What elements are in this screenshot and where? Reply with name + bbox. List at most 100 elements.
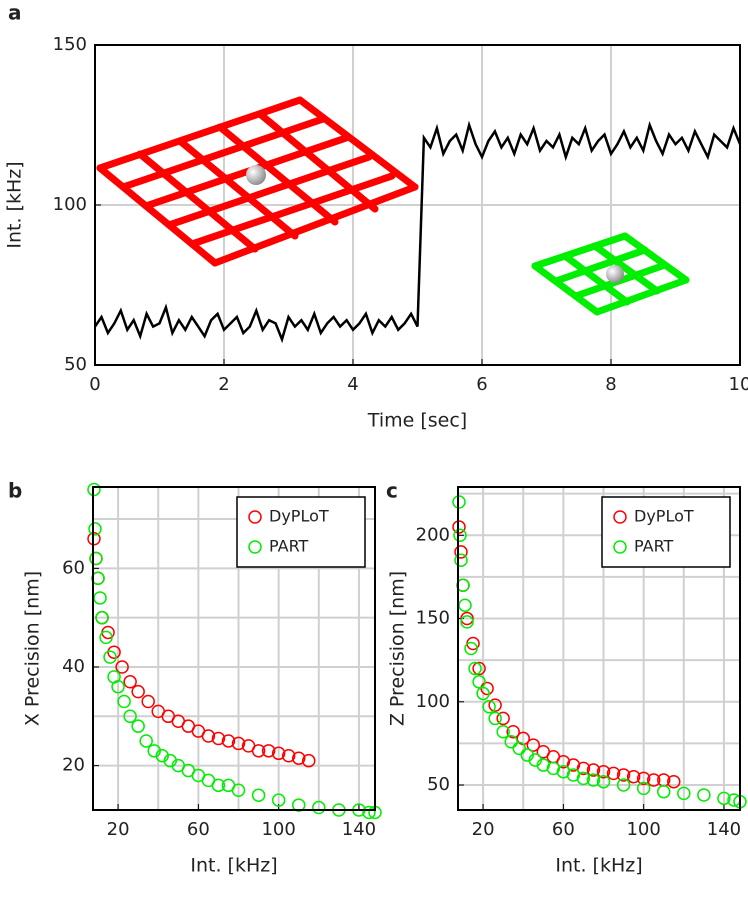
data-point bbox=[616, 778, 631, 792]
x-tick-label: 140 bbox=[707, 819, 741, 840]
data-point bbox=[251, 744, 266, 758]
data-point bbox=[546, 761, 561, 776]
data-point bbox=[95, 610, 109, 625]
axes-frame bbox=[94, 44, 741, 366]
data-point bbox=[271, 793, 286, 807]
data-point bbox=[123, 675, 137, 689]
legend-label: DyPLoT bbox=[269, 507, 329, 526]
data-point bbox=[636, 781, 651, 796]
data-point bbox=[139, 734, 153, 748]
data-point bbox=[526, 738, 541, 752]
x-tick-label: 10 bbox=[729, 374, 748, 395]
legend: DyPLoT PART bbox=[601, 496, 731, 568]
data-point bbox=[291, 751, 306, 765]
legend-label: PART bbox=[269, 537, 309, 556]
panel-label: a bbox=[8, 1, 22, 25]
bead bbox=[246, 165, 266, 185]
data-point bbox=[506, 724, 520, 739]
data-point bbox=[656, 784, 671, 799]
axes-frame bbox=[457, 486, 741, 811]
x-tick-label: 2 bbox=[218, 374, 229, 395]
x-tick-label: 0 bbox=[89, 374, 100, 395]
y-tick-label: 100 bbox=[416, 691, 450, 712]
data-point bbox=[488, 711, 502, 726]
legend-box bbox=[236, 496, 366, 568]
data-point bbox=[93, 591, 107, 605]
x-tick-label: 100 bbox=[261, 819, 295, 840]
x-tick-label: 20 bbox=[107, 819, 130, 840]
data-point bbox=[512, 741, 526, 756]
data-point bbox=[271, 746, 286, 761]
legend-marker bbox=[248, 510, 262, 524]
x-tick-label: 4 bbox=[347, 374, 358, 395]
legend-box bbox=[601, 496, 731, 568]
data-point bbox=[576, 761, 591, 776]
legend-marker bbox=[613, 540, 627, 554]
legend-marker bbox=[248, 540, 262, 554]
data-point bbox=[586, 763, 601, 777]
panel-a: a 0 2 4 6 8 10 50 100 150 Time [sec] Int. [kHz] bbox=[4, 1, 748, 432]
data-point bbox=[496, 724, 510, 739]
data-point bbox=[697, 788, 711, 802]
data-point bbox=[131, 684, 145, 699]
x-tick-label: 8 bbox=[605, 374, 616, 395]
data-point bbox=[458, 598, 472, 612]
data-point bbox=[88, 522, 102, 536]
data-point bbox=[362, 805, 376, 820]
x-tick-label: 140 bbox=[342, 819, 376, 840]
data-point bbox=[117, 694, 131, 709]
panel-c: c 20 60 100 140 50 100 150 200 Int. [kHz] Z Precis… bbox=[386, 479, 747, 877]
data-point bbox=[231, 783, 246, 798]
legend-label: DyPLoT bbox=[634, 507, 694, 526]
x-axis-label: Time [sec] bbox=[367, 410, 467, 432]
x-tick-label: 6 bbox=[476, 374, 487, 395]
data-point bbox=[460, 611, 474, 626]
data-point bbox=[464, 641, 478, 656]
y-tick-label: 20 bbox=[62, 755, 85, 776]
legend-label: PART bbox=[634, 537, 674, 556]
data-point bbox=[141, 694, 155, 709]
data-point bbox=[596, 764, 611, 779]
data-point bbox=[454, 553, 468, 568]
data-point bbox=[496, 711, 510, 726]
data-point bbox=[123, 709, 137, 724]
data-point bbox=[468, 661, 482, 676]
data-point bbox=[596, 774, 611, 789]
data-point bbox=[717, 791, 731, 806]
data-point bbox=[111, 679, 125, 694]
panel-label: b bbox=[8, 479, 22, 503]
data-point bbox=[231, 736, 246, 751]
data-point bbox=[636, 771, 651, 786]
legend: DyPLoT PART bbox=[236, 496, 366, 568]
green-lattice bbox=[531, 232, 690, 316]
data-point bbox=[566, 758, 581, 772]
data-point bbox=[87, 482, 101, 497]
panel-label: c bbox=[386, 479, 398, 503]
data-point bbox=[476, 686, 490, 701]
x-tick-label: 20 bbox=[472, 819, 495, 840]
data-point bbox=[251, 788, 266, 802]
data-point bbox=[556, 764, 571, 779]
data-point bbox=[302, 753, 316, 768]
data-point bbox=[312, 800, 326, 815]
y-tick-label: 200 bbox=[416, 524, 450, 545]
data-point bbox=[488, 698, 502, 712]
data-point bbox=[566, 768, 581, 782]
data-point bbox=[221, 734, 236, 748]
data-point bbox=[646, 773, 661, 787]
data-point bbox=[115, 660, 129, 674]
insets bbox=[96, 96, 690, 316]
x-axis-label: Int. [kHz] bbox=[190, 855, 277, 877]
data-point bbox=[103, 650, 117, 664]
y-tick-label: 60 bbox=[62, 557, 85, 578]
data-point bbox=[504, 734, 518, 749]
data-point bbox=[453, 528, 467, 543]
legend-marker bbox=[613, 510, 627, 524]
bead bbox=[606, 265, 624, 283]
data-point bbox=[281, 749, 296, 763]
y-axis-label: Z Precision [nm] bbox=[387, 571, 409, 726]
y-tick-label: 40 bbox=[62, 656, 85, 677]
data-point bbox=[460, 615, 474, 629]
